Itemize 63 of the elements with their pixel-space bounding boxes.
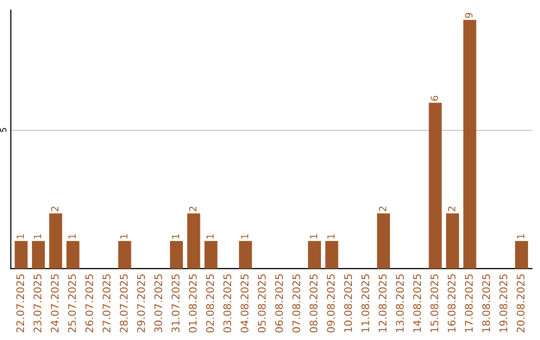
bar: [325, 240, 338, 269]
x-tick-label: 03.08.2025: [223, 274, 232, 332]
bar: [49, 213, 62, 269]
x-tick-label: 05.08.2025: [258, 274, 266, 332]
x-tick-label: 04.08.2025: [240, 274, 248, 332]
data-label: 1: [34, 234, 42, 239]
data-label: 1: [206, 234, 214, 239]
bar: [428, 102, 442, 269]
bar: [377, 213, 390, 269]
bar: [238, 240, 252, 269]
x-tick-label: 19.08.2025: [499, 274, 508, 332]
bar: [66, 240, 80, 269]
data-label: 1: [172, 234, 180, 239]
bar: [187, 213, 200, 269]
data-label: 2: [378, 206, 386, 212]
x-tick-label: 18.08.2025: [482, 274, 490, 332]
x-tick-label: 16.08.2025: [448, 274, 456, 332]
data-label: 1: [517, 234, 524, 239]
x-tick-label: 22.07.2025: [16, 274, 24, 332]
x-tick-label: 08.08.2025: [310, 274, 318, 332]
x-tick-label: 15.08.2025: [430, 274, 438, 332]
bar: [515, 240, 528, 269]
data-label: 1: [241, 234, 248, 239]
data-label: 1: [16, 234, 24, 239]
data-label: 6: [430, 96, 438, 101]
bar: [463, 20, 476, 269]
data-label: 1: [68, 234, 76, 239]
x-tick-label: 14.08.2025: [413, 274, 422, 332]
x-tick-label: 25.07.2025: [68, 274, 76, 332]
x-tick-label: 23.07.2025: [34, 274, 42, 332]
data-label: 1: [327, 234, 334, 239]
bar: [308, 240, 321, 269]
data-label: 1: [120, 234, 128, 239]
x-tick-label: 30.07.2025: [154, 274, 162, 332]
bar: [446, 213, 459, 269]
x-tick-label: 12.08.2025: [378, 274, 387, 332]
x-tick-label: 31.07.2025: [172, 274, 180, 332]
x-tick-label: 11.08.2025: [361, 274, 370, 332]
bar: [170, 240, 183, 269]
x-tick-label: 20.08.2025: [516, 274, 525, 332]
data-label: 9: [465, 12, 473, 18]
x-tick-label: 09.08.2025: [326, 274, 335, 332]
bar: [204, 240, 218, 269]
data-label: 2: [189, 206, 196, 212]
bar: [32, 240, 45, 269]
y-tick-label: 5: [0, 128, 6, 132]
data-label: 1: [310, 234, 318, 239]
x-tick-label: 17.08.2025: [464, 274, 473, 332]
x-tick-label: 27.07.2025: [102, 274, 110, 332]
bar: [14, 240, 28, 269]
x-tick-label: 01.08.2025: [188, 274, 197, 332]
data-label: 2: [51, 206, 58, 212]
x-tick-label: 29.07.2025: [137, 274, 145, 332]
bar: [118, 240, 132, 269]
x-tick-label: 06.08.2025: [275, 274, 283, 332]
x-tick-label: 07.08.2025: [292, 274, 300, 332]
x-tick-label: 24.07.2025: [50, 274, 59, 332]
x-tick-label: 26.07.2025: [85, 274, 94, 332]
x-tick-label: 10.08.2025: [344, 274, 352, 332]
data-label: 2: [448, 206, 456, 212]
x-tick-label: 13.08.2025: [396, 274, 404, 332]
x-tick-label: 28.07.2025: [120, 274, 128, 332]
x-tick-label: 02.08.2025: [206, 274, 214, 332]
